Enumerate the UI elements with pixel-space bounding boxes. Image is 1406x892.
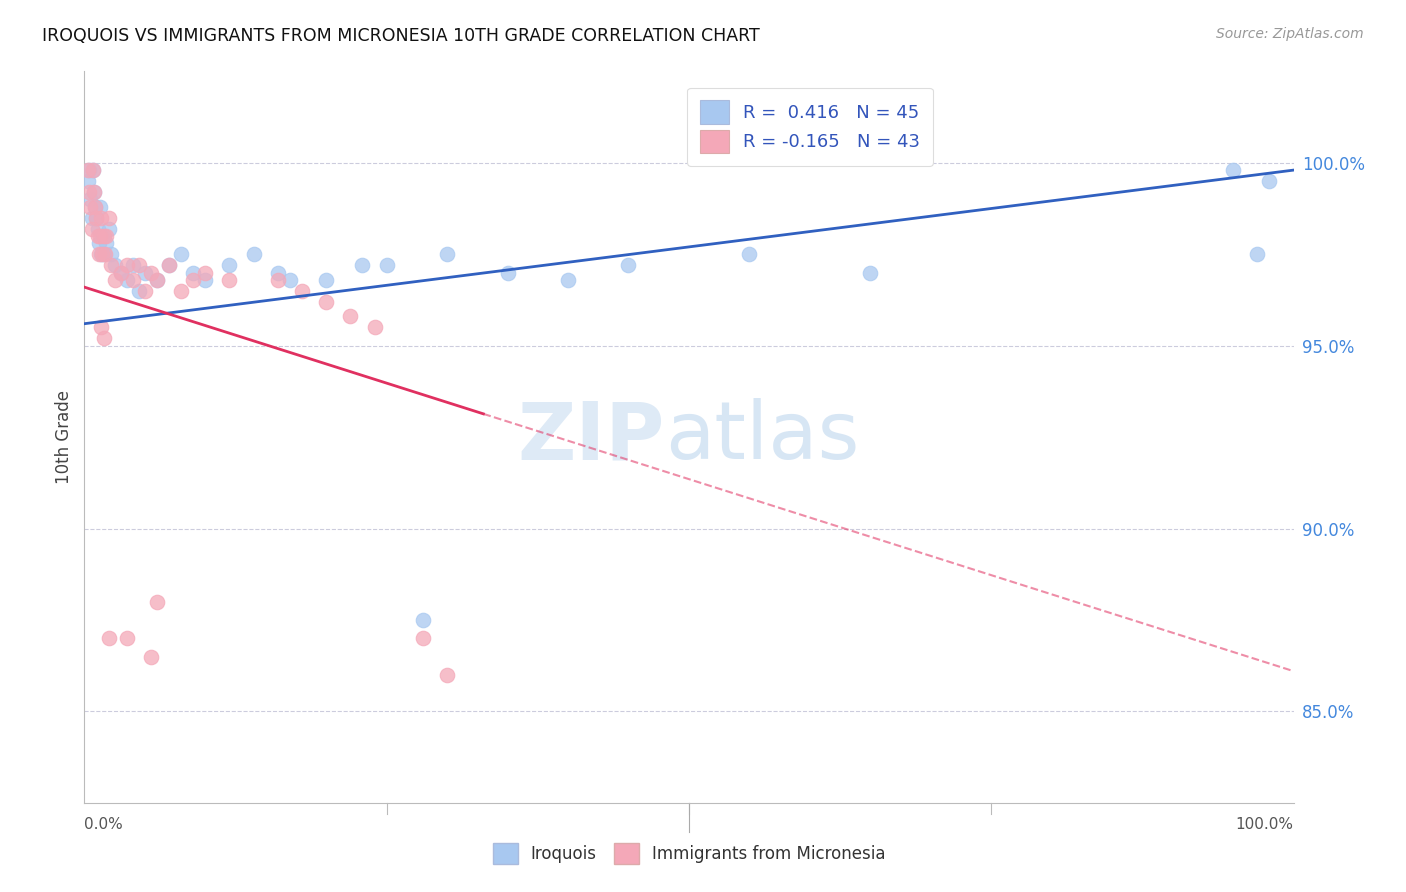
Point: [139, 266, 162, 280]
Point: [115, 258, 138, 272]
Text: Source: ZipAtlas.com: Source: ZipAtlas.com: [1216, 27, 1364, 41]
Point: [110, 266, 132, 280]
Point: [90, 247, 112, 261]
Point: [86, 211, 108, 225]
Point: [1258, 174, 1281, 188]
Point: [194, 273, 217, 287]
Point: [104, 273, 127, 287]
Point: [80, 221, 103, 235]
Point: [139, 649, 162, 664]
Point: [134, 284, 156, 298]
Point: [110, 266, 132, 280]
Point: [1246, 247, 1268, 261]
Point: [93, 229, 115, 244]
Point: [121, 273, 143, 287]
Text: ZIP: ZIP: [517, 398, 665, 476]
Point: [90, 211, 112, 225]
Point: [218, 258, 240, 272]
Point: [83, 185, 105, 199]
Y-axis label: 10th Grade: 10th Grade: [55, 390, 73, 484]
Text: IROQUOIS VS IMMIGRANTS FROM MICRONESIA 10TH GRADE CORRELATION CHART: IROQUOIS VS IMMIGRANTS FROM MICRONESIA 1…: [42, 27, 759, 45]
Point: [496, 266, 519, 280]
Point: [82, 163, 104, 178]
Point: [91, 229, 114, 244]
Point: [315, 273, 337, 287]
Point: [90, 320, 112, 334]
Point: [412, 613, 434, 627]
Point: [86, 211, 108, 225]
Point: [218, 273, 240, 287]
Point: [128, 258, 150, 272]
Point: [128, 284, 150, 298]
Point: [93, 331, 115, 345]
Point: [77, 174, 100, 188]
Point: [557, 273, 579, 287]
Legend: Iroquois, Immigrants from Micronesia: Iroquois, Immigrants from Micronesia: [486, 837, 891, 871]
Point: [80, 211, 103, 225]
Point: [84, 200, 107, 214]
Point: [339, 310, 361, 324]
Point: [194, 266, 217, 280]
Point: [77, 185, 100, 199]
Point: [87, 247, 110, 261]
Point: [86, 229, 108, 244]
Point: [87, 236, 110, 251]
Point: [146, 273, 169, 287]
Point: [363, 320, 385, 334]
Point: [77, 163, 100, 178]
Point: [738, 247, 761, 261]
Point: [77, 163, 100, 178]
Point: [86, 221, 108, 235]
Point: [82, 163, 104, 178]
Text: 0.0%: 0.0%: [84, 817, 124, 832]
Point: [84, 200, 107, 214]
Point: [157, 258, 180, 272]
Point: [859, 266, 882, 280]
Point: [278, 273, 301, 287]
Point: [146, 273, 169, 287]
Point: [267, 266, 290, 280]
Point: [267, 273, 290, 287]
Point: [115, 632, 138, 646]
Point: [157, 258, 180, 272]
Point: [97, 221, 120, 235]
Point: [94, 236, 117, 251]
Point: [436, 668, 458, 682]
Point: [242, 247, 264, 261]
Point: [89, 200, 111, 214]
Point: [170, 247, 193, 261]
Point: [93, 247, 115, 261]
Point: [94, 247, 117, 261]
Point: [617, 258, 640, 272]
Point: [91, 247, 114, 261]
Point: [83, 185, 105, 199]
Point: [100, 247, 122, 261]
Point: [121, 258, 143, 272]
Point: [134, 266, 156, 280]
Point: [315, 294, 337, 309]
Point: [79, 193, 101, 207]
Point: [104, 258, 127, 272]
Point: [79, 200, 101, 214]
Point: [436, 247, 458, 261]
Point: [1222, 163, 1244, 178]
Point: [412, 632, 434, 646]
Point: [291, 284, 314, 298]
Point: [181, 266, 204, 280]
Point: [181, 273, 204, 287]
Point: [100, 258, 122, 272]
Point: [115, 273, 138, 287]
Point: [89, 229, 111, 244]
Text: atlas: atlas: [665, 398, 859, 476]
Point: [146, 595, 169, 609]
Point: [375, 258, 398, 272]
Text: 100.0%: 100.0%: [1236, 817, 1294, 832]
Point: [97, 632, 120, 646]
Point: [97, 211, 120, 225]
Point: [352, 258, 374, 272]
Point: [94, 229, 117, 244]
Point: [170, 284, 193, 298]
